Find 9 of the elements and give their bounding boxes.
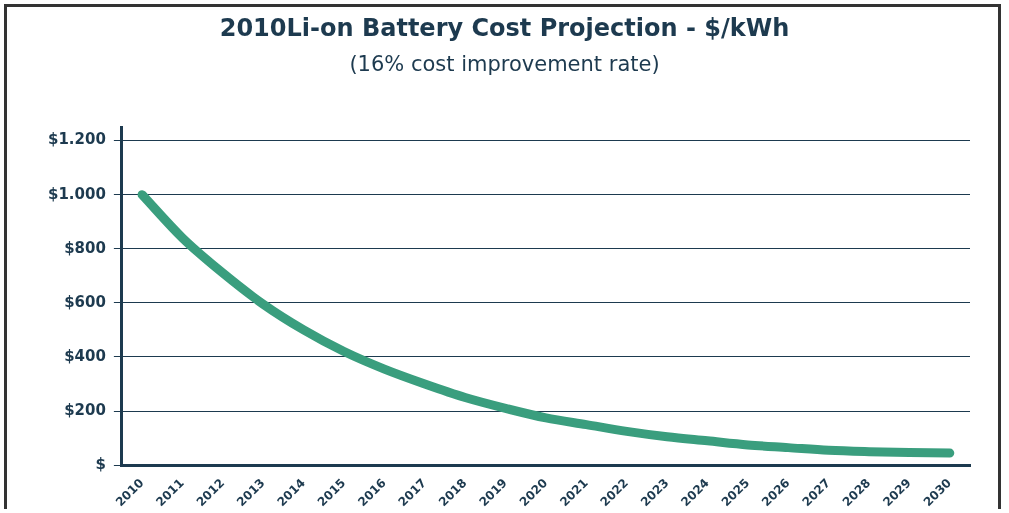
y-tick-label: $800	[64, 238, 106, 257]
y-tick-label: $400	[64, 346, 106, 365]
y-tick-label: $1.000	[47, 184, 106, 203]
chart-subtitle: (16% cost improvement rate)	[348, 52, 661, 76]
y-tick-label: $1.200	[47, 130, 106, 149]
chart-title: 2010Li-on Battery Cost Projection - $/kWh	[218, 14, 791, 42]
y-tick-label: $	[95, 455, 106, 474]
y-tick-label: $600	[64, 292, 106, 311]
y-tick-label: $200	[64, 400, 106, 419]
